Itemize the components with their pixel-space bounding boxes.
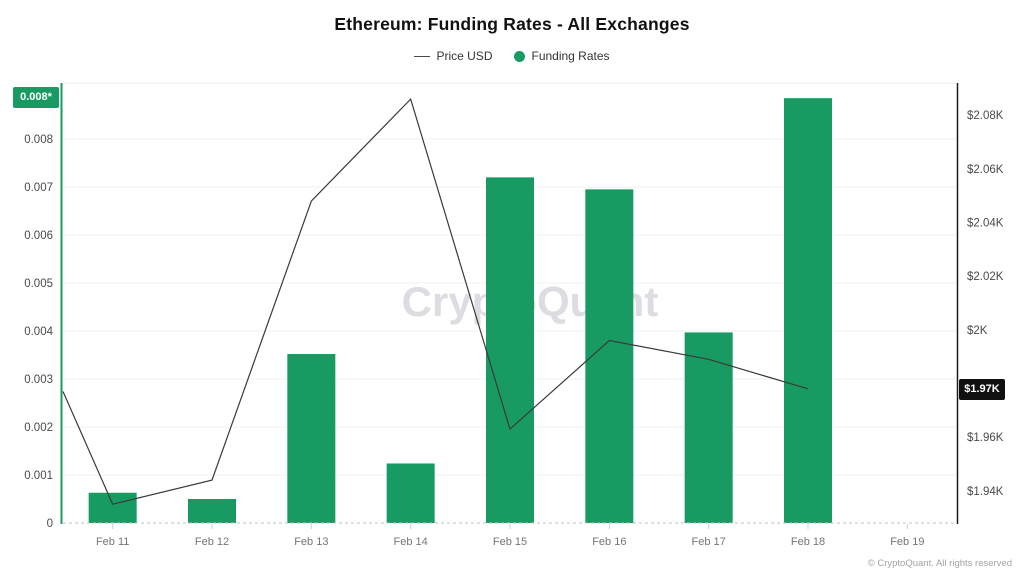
funding-rate-bar-feb-13 — [287, 354, 336, 523]
x-axis-label: Feb 15 — [493, 536, 527, 548]
line-swatch-icon — [414, 55, 431, 57]
x-axis-label: Feb 13 — [294, 536, 328, 548]
right-axis-tick-label: $1.94K — [967, 486, 1004, 498]
legend-item-price-usd[interactable]: Price USD — [414, 49, 492, 63]
x-axis-label: Feb 17 — [692, 536, 726, 548]
right-axis-tick-label: $2.04K — [967, 218, 1004, 230]
funding-rate-bar-feb-11 — [88, 492, 137, 523]
right-axis-tick-label: $1.96K — [967, 432, 1004, 444]
left-axis-tick-label: 0.004 — [24, 326, 53, 338]
left-axis-tick-label: 0.005 — [24, 278, 53, 290]
funding-rate-bar-feb-15 — [486, 177, 534, 523]
legend-label-price-usd: Price USD — [436, 49, 493, 63]
funding-rate-bar-feb-18 — [784, 98, 832, 524]
x-axis-label: Feb 19 — [890, 536, 924, 548]
right-axis-tick-label: $2K — [967, 325, 988, 337]
funding-rate-bar-feb-12 — [188, 498, 236, 523]
x-axis-label: Feb 18 — [791, 536, 825, 548]
left-axis-tick-label: 0.002 — [24, 422, 53, 434]
right-axis-tick-label: $2.02K — [967, 271, 1004, 283]
right-axis-tick-label: $2.08K — [967, 110, 1004, 122]
left-axis-tick-label: 0.006 — [24, 230, 53, 242]
x-axis-label: Feb 16 — [592, 536, 626, 548]
current-funding-badge: 0.008* — [13, 87, 59, 109]
funding-rate-bar-feb-14 — [386, 463, 435, 523]
funding-rate-bar-feb-16 — [585, 189, 634, 523]
legend-label-funding-rates: Funding Rates — [531, 49, 610, 63]
left-axis-tick-label: 0.003 — [24, 374, 53, 386]
copyright-text: © CryptoQuant. All rights reserved — [867, 558, 1012, 569]
price-usd-line — [62, 97, 809, 505]
x-axis-label: Feb 11 — [96, 536, 129, 548]
legend-item-funding-rates[interactable]: Funding Rates — [514, 49, 610, 63]
x-axis-label: Feb 14 — [394, 536, 428, 548]
legend: Price USD Funding Rates — [0, 49, 1024, 63]
left-axis-tick-label: 0.001 — [24, 470, 53, 482]
page-title: Ethereum: Funding Rates - All Exchanges — [334, 14, 690, 34]
left-axis-tick-label: 0.007 — [24, 182, 53, 194]
dot-swatch-icon — [514, 50, 526, 62]
right-axis-tick-label: $2.06K — [967, 164, 1004, 176]
x-axis-label: Feb 12 — [195, 536, 229, 548]
current-price-badge: $1.97K — [959, 378, 1005, 400]
funding-rate-bar-feb-17 — [684, 332, 733, 523]
left-axis-tick-label: 0.008 — [24, 134, 53, 146]
left-axis-tick-label: 0 — [47, 518, 53, 530]
